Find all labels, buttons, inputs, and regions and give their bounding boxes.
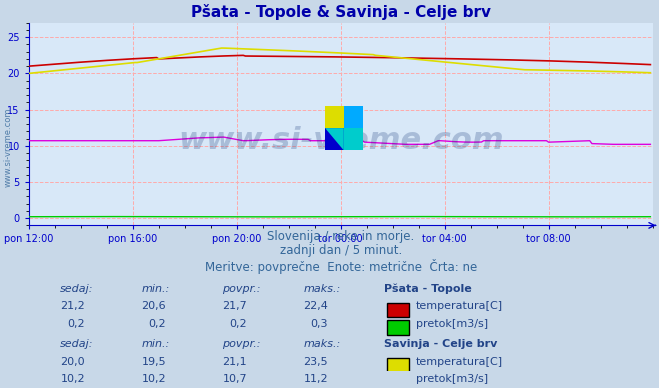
- Text: sedaj:: sedaj:: [60, 339, 94, 349]
- Text: 19,5: 19,5: [142, 357, 166, 367]
- Text: 0,3: 0,3: [311, 319, 328, 329]
- FancyBboxPatch shape: [387, 376, 409, 388]
- Title: Pšata - Topole & Savinja - Celje brv: Pšata - Topole & Savinja - Celje brv: [190, 4, 491, 20]
- Text: www.si-vreme.com: www.si-vreme.com: [178, 126, 503, 155]
- Text: povpr.:: povpr.:: [222, 284, 261, 294]
- Text: sedaj:: sedaj:: [60, 284, 94, 294]
- Text: min.:: min.:: [141, 284, 169, 294]
- Text: povpr.:: povpr.:: [222, 339, 261, 349]
- Text: Pšata - Topole: Pšata - Topole: [384, 284, 472, 294]
- Text: 0,2: 0,2: [229, 319, 247, 329]
- Text: 23,5: 23,5: [304, 357, 328, 367]
- Text: 11,2: 11,2: [304, 374, 328, 384]
- Text: Savinja - Celje brv: Savinja - Celje brv: [384, 339, 498, 349]
- Text: 20,0: 20,0: [61, 357, 85, 367]
- Text: pretok[m3/s]: pretok[m3/s]: [416, 374, 488, 384]
- Text: temperatura[C]: temperatura[C]: [416, 357, 503, 367]
- Text: 0,2: 0,2: [148, 319, 166, 329]
- FancyBboxPatch shape: [387, 358, 409, 373]
- Text: 21,1: 21,1: [223, 357, 247, 367]
- Text: 10,2: 10,2: [142, 374, 166, 384]
- Text: 10,7: 10,7: [223, 374, 247, 384]
- FancyBboxPatch shape: [387, 303, 409, 317]
- FancyBboxPatch shape: [387, 320, 409, 335]
- Text: 21,2: 21,2: [60, 301, 85, 311]
- Text: temperatura[C]: temperatura[C]: [416, 301, 503, 311]
- Text: pretok[m3/s]: pretok[m3/s]: [416, 319, 488, 329]
- Text: 22,4: 22,4: [303, 301, 328, 311]
- Text: Slovenija / reke in morje.: Slovenija / reke in morje.: [267, 230, 415, 243]
- Text: 20,6: 20,6: [142, 301, 166, 311]
- Text: 0,2: 0,2: [67, 319, 85, 329]
- Text: www.si-vreme.com: www.si-vreme.com: [4, 108, 13, 187]
- Text: 21,7: 21,7: [222, 301, 247, 311]
- Text: 10,2: 10,2: [61, 374, 85, 384]
- Text: maks.:: maks.:: [303, 284, 341, 294]
- Text: min.:: min.:: [141, 339, 169, 349]
- Text: maks.:: maks.:: [303, 339, 341, 349]
- Text: zadnji dan / 5 minut.: zadnji dan / 5 minut.: [279, 244, 402, 257]
- Text: Meritve: povprečne  Enote: metrične  Črta: ne: Meritve: povprečne Enote: metrične Črta:…: [204, 259, 477, 274]
